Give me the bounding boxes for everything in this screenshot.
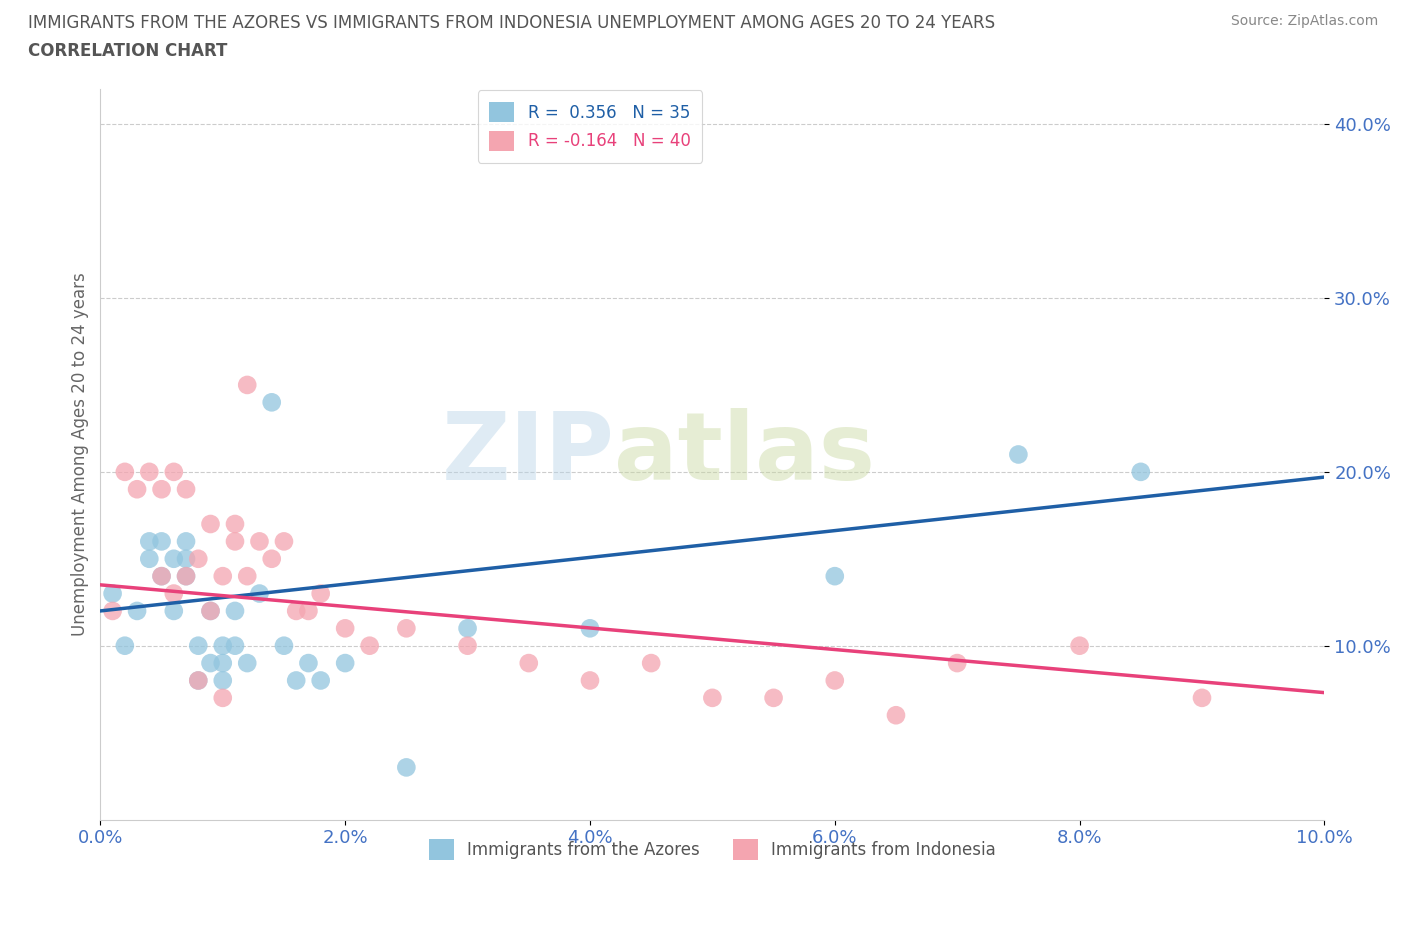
Point — [163, 464, 186, 479]
Point — [333, 656, 356, 671]
Point — [163, 604, 186, 618]
Point — [236, 378, 259, 392]
Point — [187, 551, 209, 566]
Point — [224, 516, 246, 531]
Point — [101, 586, 124, 601]
Legend: Immigrants from the Azores, Immigrants from Indonesia: Immigrants from the Azores, Immigrants f… — [419, 830, 1007, 870]
Point — [138, 534, 160, 549]
Point — [517, 656, 540, 671]
Point — [285, 673, 308, 688]
Point — [824, 569, 846, 584]
Point — [224, 534, 246, 549]
Point — [395, 621, 418, 636]
Point — [309, 586, 332, 601]
Point — [579, 621, 602, 636]
Point — [150, 569, 173, 584]
Point — [395, 760, 418, 775]
Point — [273, 534, 295, 549]
Point — [200, 516, 222, 531]
Point — [200, 604, 222, 618]
Point — [640, 656, 662, 671]
Point — [224, 604, 246, 618]
Point — [1007, 447, 1029, 462]
Point — [187, 673, 209, 688]
Point — [125, 482, 148, 497]
Point — [884, 708, 907, 723]
Point — [236, 569, 259, 584]
Point — [187, 638, 209, 653]
Point — [579, 673, 602, 688]
Point — [211, 656, 233, 671]
Point — [174, 551, 197, 566]
Point — [114, 464, 136, 479]
Point — [946, 656, 969, 671]
Point — [174, 569, 197, 584]
Point — [297, 604, 319, 618]
Point — [260, 551, 283, 566]
Point — [457, 621, 479, 636]
Point — [211, 673, 233, 688]
Point — [309, 673, 332, 688]
Point — [1191, 690, 1213, 705]
Point — [200, 604, 222, 618]
Point — [125, 604, 148, 618]
Text: CORRELATION CHART: CORRELATION CHART — [28, 42, 228, 60]
Point — [150, 482, 173, 497]
Text: Source: ZipAtlas.com: Source: ZipAtlas.com — [1230, 14, 1378, 28]
Point — [150, 534, 173, 549]
Y-axis label: Unemployment Among Ages 20 to 24 years: Unemployment Among Ages 20 to 24 years — [72, 272, 89, 636]
Point — [211, 690, 233, 705]
Point — [1129, 464, 1152, 479]
Point — [174, 482, 197, 497]
Text: ZIP: ZIP — [441, 408, 614, 500]
Point — [138, 551, 160, 566]
Point — [824, 673, 846, 688]
Text: atlas: atlas — [614, 408, 876, 500]
Point — [163, 586, 186, 601]
Point — [249, 586, 271, 601]
Point — [163, 551, 186, 566]
Point — [359, 638, 381, 653]
Point — [200, 656, 222, 671]
Point — [762, 690, 785, 705]
Point — [101, 604, 124, 618]
Text: IMMIGRANTS FROM THE AZORES VS IMMIGRANTS FROM INDONESIA UNEMPLOYMENT AMONG AGES : IMMIGRANTS FROM THE AZORES VS IMMIGRANTS… — [28, 14, 995, 32]
Point — [273, 638, 295, 653]
Point — [297, 656, 319, 671]
Point — [333, 621, 356, 636]
Point — [457, 638, 479, 653]
Point — [260, 395, 283, 410]
Point — [174, 534, 197, 549]
Point — [211, 569, 233, 584]
Point — [174, 569, 197, 584]
Point — [211, 638, 233, 653]
Point — [249, 534, 271, 549]
Point — [1069, 638, 1091, 653]
Point — [187, 673, 209, 688]
Point — [150, 569, 173, 584]
Point — [702, 690, 724, 705]
Point — [224, 638, 246, 653]
Point — [236, 656, 259, 671]
Point — [114, 638, 136, 653]
Point — [285, 604, 308, 618]
Point — [138, 464, 160, 479]
